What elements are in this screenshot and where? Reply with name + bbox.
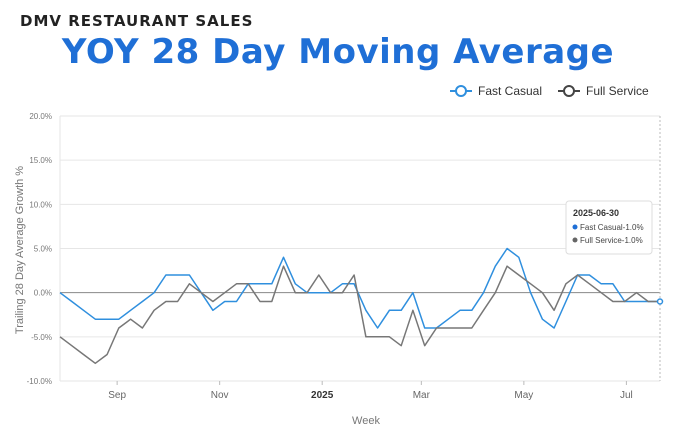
y-tick-label: -10.0% — [27, 377, 52, 386]
y-axis-label: Trailing 28 Day Average Growth % — [14, 166, 26, 334]
legend-label-full-service: Full Service — [586, 84, 649, 98]
y-tick-label: 20.0% — [29, 112, 52, 121]
tooltip-date: 2025-06-30 — [573, 208, 619, 218]
tooltip-box — [565, 200, 653, 255]
chart-supertitle: DMV RESTAURANT SALES — [20, 12, 254, 30]
tooltip-row-fast-casual: Fast Casual-1.0% — [580, 223, 644, 232]
x-tick-label: Nov — [211, 390, 229, 401]
chart-title: YOY 28 Day Moving Average — [61, 32, 615, 72]
series-layer — [59, 247, 664, 365]
tooltip-row-full-service: Full Service-1.0% — [580, 236, 643, 245]
series-line-full-service — [59, 265, 660, 365]
legend-marker-full-service — [563, 85, 575, 97]
y-tick-label: 0.0% — [34, 289, 52, 298]
x-tick-label: Jul — [620, 390, 633, 401]
legend-label-fast-casual: Fast Casual — [478, 84, 542, 98]
legend-item-full-service[interactable]: Full Service — [558, 84, 649, 98]
hover-point-fast-casual[interactable] — [656, 298, 664, 305]
series-line-fast-casual — [59, 247, 660, 329]
legend[interactable]: Fast Casual Full Service — [450, 84, 649, 98]
tooltip-dot-full-service — [572, 237, 578, 243]
y-tick-label: 15.0% — [29, 156, 52, 165]
tooltip: 2025-06-30 Fast Casual-1.0% Full Service… — [565, 200, 653, 255]
x-tick-label: Sep — [108, 390, 126, 401]
legend-marker-fast-casual — [455, 85, 467, 97]
tooltip-dot-fast-casual — [572, 224, 578, 230]
x-tick-label: Mar — [413, 390, 431, 401]
y-tick-label: -5.0% — [31, 333, 52, 342]
x-tick-label: May — [514, 390, 533, 401]
y-axis: 20.0% 15.0% 10.0% 5.0% 0.0% -5.0% -10.0% — [27, 112, 52, 386]
y-tick-label: 10.0% — [29, 200, 52, 209]
x-axis: Sep Nov 2025 Mar May Jul — [108, 381, 633, 401]
grid-lines — [59, 115, 660, 382]
y-tick-label: 5.0% — [34, 245, 52, 254]
x-tick-label: 2025 — [311, 390, 334, 401]
x-axis-label: Week — [352, 415, 380, 427]
legend-item-fast-casual[interactable]: Fast Casual — [450, 84, 542, 98]
